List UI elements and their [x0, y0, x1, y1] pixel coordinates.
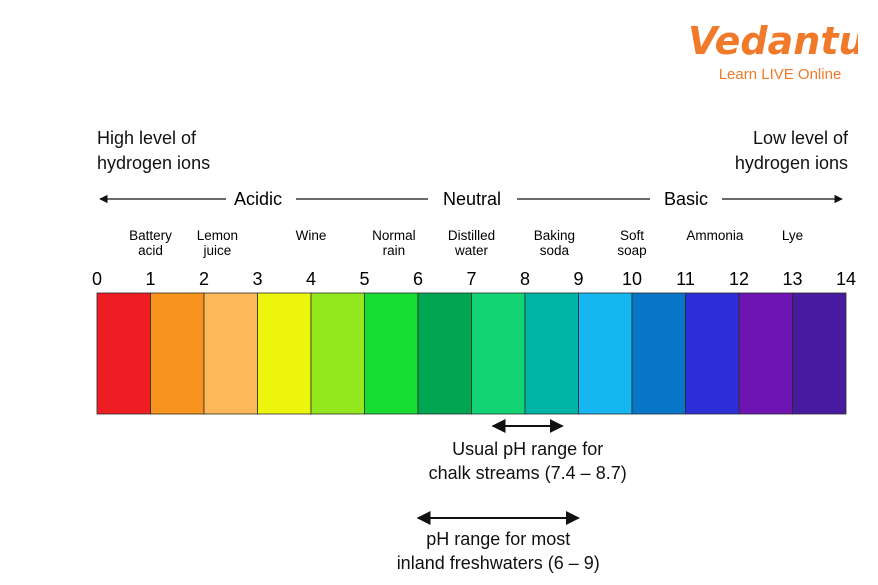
ph-segment-1	[150, 292, 205, 415]
ph-segment-0	[96, 292, 151, 415]
substance-label-5-line-1: soda	[540, 243, 570, 258]
substance-label-4-line-1: water	[454, 243, 489, 258]
ph-segment-9	[578, 292, 633, 415]
substance-label-6-line-0: Soft	[620, 228, 644, 243]
tick-label-12: 12	[729, 269, 749, 289]
tick-label-10: 10	[622, 269, 642, 289]
ph-segment-7	[471, 292, 526, 415]
range-label-1-line-1: inland freshwaters (6 – 9)	[396, 553, 600, 573]
ph-segment-11	[685, 292, 740, 415]
substance-label-1-line-0: Lemon	[197, 228, 238, 243]
substance-label-7-line-0: Ammonia	[686, 228, 744, 243]
ph-segment-8	[524, 292, 579, 415]
tick-label-1: 1	[145, 269, 155, 289]
high-hydrogen-line-2: hydrogen ions	[97, 153, 211, 173]
tick-label-7: 7	[466, 269, 476, 289]
tick-label-6: 6	[413, 269, 423, 289]
tick-label-14: 14	[836, 269, 856, 289]
range-label-1: pH range for most inland freshwaters (6 –…	[338, 527, 658, 575]
substance-label-0-line-1: acid	[138, 243, 163, 258]
acid-base-axis: Acidic Neutral Basic	[99, 189, 843, 209]
logo-brand-text: Vedantu	[688, 19, 858, 63]
high-hydrogen-line-1: High level of	[97, 128, 197, 148]
substance-label-0-line-0: Battery	[129, 228, 172, 243]
tick-label-11: 11	[676, 269, 695, 289]
high-hydrogen-note: High level of hydrogen ions	[97, 126, 210, 176]
ph-segment-12	[738, 292, 793, 415]
range-label-0-line-0: Usual pH range for	[452, 439, 604, 459]
ph-range-arrows	[416, 419, 580, 525]
tick-label-0: 0	[92, 269, 102, 289]
substance-label-1-line-1: juice	[202, 243, 231, 258]
region-basic: Basic	[664, 189, 708, 209]
substance-label-3-line-0: Normal	[372, 228, 416, 243]
substance-label-8-line-0: Lye	[782, 228, 803, 243]
substance-label-3-line-1: rain	[383, 243, 406, 258]
ph-segment-2	[203, 292, 258, 415]
tick-label-5: 5	[359, 269, 369, 289]
range-label-0: Usual pH range for chalk streams (7.4 – 8…	[368, 437, 688, 485]
substance-label-2-line-0: Wine	[296, 228, 327, 243]
ph-segment-3	[257, 292, 312, 415]
ph-segment-4	[310, 292, 365, 415]
low-hydrogen-note: Low level of hydrogen ions	[735, 126, 848, 176]
tick-label-13: 13	[782, 269, 802, 289]
ph-segment-13	[792, 292, 847, 415]
tick-label-2: 2	[199, 269, 209, 289]
low-hydrogen-line-2: hydrogen ions	[734, 153, 848, 173]
tick-label-8: 8	[520, 269, 530, 289]
range-label-0-line-1: chalk streams (7.4 – 8.7)	[428, 463, 627, 483]
substance-label-5-line-0: Baking	[534, 228, 575, 243]
tick-label-4: 4	[306, 269, 316, 289]
tick-label-3: 3	[252, 269, 262, 289]
low-hydrogen-line-1: Low level of	[752, 128, 848, 148]
ph-segment-5	[364, 292, 419, 415]
substance-label-4-line-0: Distilled	[448, 228, 495, 243]
ph-segment-6	[417, 292, 472, 415]
tick-label-9: 9	[573, 269, 583, 289]
region-neutral: Neutral	[443, 189, 501, 209]
substance-label-6-line-1: soap	[617, 243, 646, 258]
ph-segment-10	[631, 292, 686, 415]
ph-color-bar	[96, 292, 847, 415]
ph-tick-labels: 0 1 2 3 4 5 6 7 8 9 10 11 12 13 14	[92, 269, 856, 289]
range-label-1-line-0: pH range for most	[426, 529, 571, 549]
vedantu-logo: Vedantu	[688, 19, 858, 63]
logo-tagline: Learn LIVE Online	[718, 66, 842, 83]
region-acidic: Acidic	[234, 189, 282, 209]
